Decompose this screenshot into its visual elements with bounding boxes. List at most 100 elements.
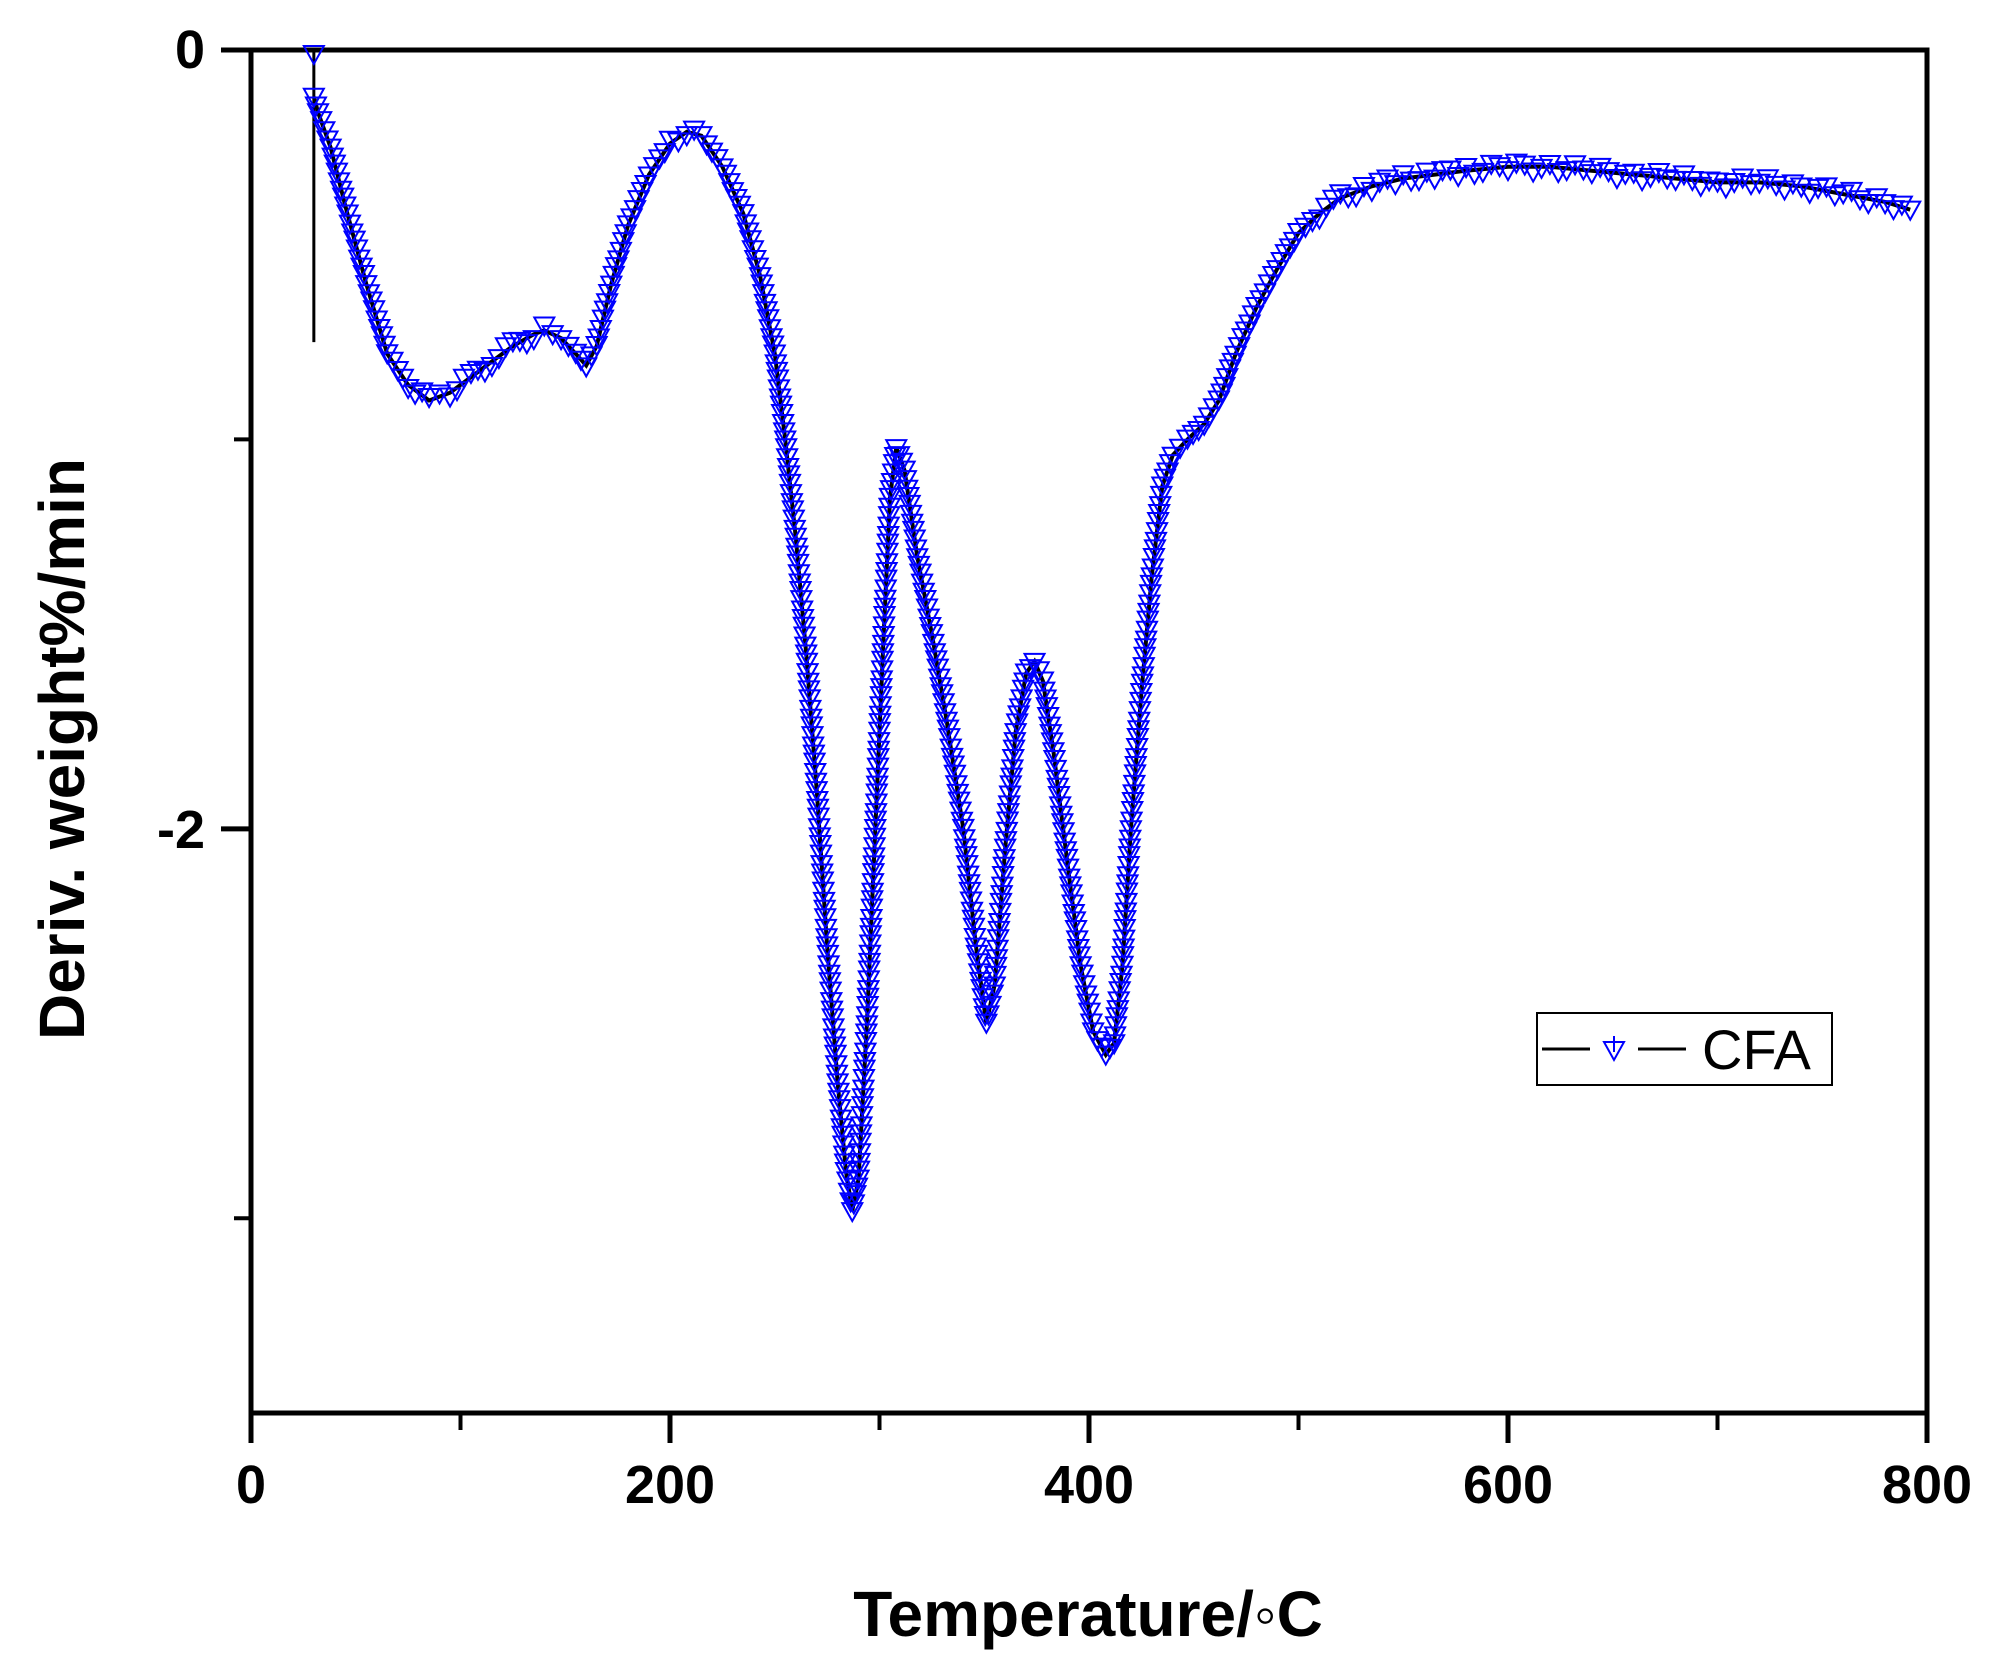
down-triangle-marker-icon: [877, 516, 901, 538]
down-triangle-marker-icon: [352, 265, 376, 287]
down-triangle-marker-icon: [1057, 868, 1081, 890]
down-triangle-marker-icon: [879, 480, 903, 502]
down-triangle-marker-icon: [1438, 160, 1463, 182]
down-triangle-marker-icon: [1375, 169, 1400, 191]
down-triangle-marker-icon: [1005, 713, 1029, 735]
down-triangle-marker-icon: [940, 747, 964, 769]
x-tick-label-600: 600: [1463, 1455, 1553, 1515]
down-triangle-marker-icon: [905, 548, 929, 570]
down-triangle-marker-icon: [1141, 558, 1165, 580]
legend: CFA: [1536, 1012, 1833, 1086]
down-triangle-marker-icon: [1554, 161, 1579, 183]
down-triangle-marker-icon: [1781, 174, 1805, 196]
down-triangle-marker-icon: [851, 1079, 876, 1101]
down-triangle-marker-icon: [988, 902, 1013, 924]
down-triangle-marker-icon: [867, 732, 891, 754]
down-triangle-marker-icon: [820, 1000, 844, 1022]
down-triangle-marker-icon: [964, 937, 988, 959]
down-triangle-marker-icon: [1122, 774, 1147, 796]
down-triangle-marker-icon: [1049, 805, 1073, 827]
down-triangle-marker-icon: [849, 1116, 874, 1138]
down-triangle-marker-icon: [915, 598, 939, 620]
cfa-markers: [302, 45, 1922, 1224]
down-triangle-marker-icon: [1144, 531, 1168, 553]
down-triangle-marker-icon: [811, 881, 836, 903]
down-triangle-marker-icon: [1407, 171, 1431, 193]
down-triangle-marker-icon: [1143, 539, 1167, 561]
down-triangle-marker-icon: [957, 874, 981, 896]
down-triangle-marker-icon: [1003, 732, 1027, 754]
down-triangle-marker-icon: [1446, 166, 1470, 189]
down-triangle-marker-icon: [1580, 164, 1604, 186]
down-triangle-marker-icon: [802, 752, 827, 774]
down-triangle-marker-icon: [1697, 171, 1721, 193]
down-triangle-marker-icon: [764, 354, 788, 376]
down-triangle-marker-icon: [870, 670, 894, 692]
x-tick-label-800: 800: [1882, 1455, 1972, 1515]
down-triangle-marker-icon: [1118, 838, 1142, 860]
down-triangle-marker-icon: [1689, 176, 1713, 198]
down-triangle-marker-icon: [918, 617, 942, 639]
down-triangle-marker-icon: [329, 180, 353, 202]
down-triangle-marker-icon: [822, 1028, 846, 1050]
down-triangle-marker-icon: [1714, 178, 1738, 200]
down-triangle-marker-icon: [1116, 866, 1140, 888]
legend-marker-icon: [1602, 1036, 1626, 1063]
down-triangle-marker-icon: [849, 1124, 873, 1146]
down-triangle-marker-icon: [812, 891, 836, 913]
down-triangle-marker-icon: [614, 224, 638, 246]
down-triangle-marker-icon: [1043, 759, 1068, 781]
down-triangle-marker-icon: [1014, 663, 1038, 685]
down-triangle-marker-icon: [926, 658, 950, 680]
down-triangle-marker-icon: [859, 917, 883, 939]
down-triangle-marker-icon: [1186, 420, 1211, 443]
down-triangle-marker-icon: [1012, 672, 1037, 694]
down-triangle-marker-icon: [306, 103, 330, 125]
down-triangle-marker-icon: [1756, 169, 1780, 191]
down-triangle-marker-icon: [1487, 157, 1512, 179]
down-triangle-marker-icon: [1150, 476, 1175, 498]
down-triangle-marker-icon: [995, 821, 1019, 843]
down-triangle-marker-icon: [786, 553, 810, 575]
down-triangle-marker-icon: [694, 135, 719, 157]
down-triangle-marker-icon: [595, 293, 619, 315]
down-triangle-marker-icon: [1563, 155, 1587, 177]
down-triangle-marker-icon: [1772, 180, 1797, 202]
down-triangle-marker-icon: [791, 609, 815, 631]
down-triangle-marker-icon: [990, 876, 1015, 898]
down-triangle-marker-icon: [813, 908, 837, 930]
down-triangle-marker-icon: [1066, 939, 1091, 961]
down-triangle-marker-icon: [912, 582, 936, 604]
down-triangle-marker-icon: [1140, 567, 1164, 589]
down-triangle-marker-icon: [872, 616, 896, 638]
y-tick-label-0: 0: [175, 20, 205, 80]
down-triangle-marker-icon: [340, 223, 364, 245]
down-triangle-marker-icon: [445, 381, 469, 403]
down-triangle-marker-icon: [788, 573, 812, 595]
down-triangle-marker-icon: [877, 497, 902, 519]
down-triangle-marker-icon: [873, 589, 898, 611]
down-triangle-marker-icon: [1131, 666, 1155, 688]
down-triangle-marker-icon: [992, 849, 1017, 871]
down-triangle-marker-icon: [736, 222, 760, 244]
down-triangle-marker-icon: [1031, 671, 1055, 693]
down-triangle-marker-icon: [1119, 811, 1144, 833]
down-triangle-marker-icon: [789, 590, 814, 612]
down-triangle-marker-icon: [427, 384, 452, 406]
down-triangle-marker-icon: [564, 343, 588, 365]
down-triangle-marker-icon: [817, 964, 841, 986]
down-triangle-marker-icon: [1391, 165, 1415, 187]
down-triangle-marker-icon: [1344, 187, 1368, 209]
down-triangle-marker-icon: [1212, 376, 1237, 398]
down-triangle-marker-icon: [748, 267, 772, 289]
down-triangle-marker-icon: [1056, 858, 1080, 880]
down-triangle-marker-icon: [647, 149, 672, 171]
down-triangle-marker-icon: [1070, 964, 1095, 986]
down-triangle-marker-icon: [700, 142, 724, 164]
down-triangle-marker-icon: [864, 803, 888, 825]
down-triangle-marker-icon: [362, 300, 386, 322]
down-triangle-marker-icon: [823, 1044, 848, 1066]
legend-label-cfa: CFA: [1702, 1018, 1812, 1081]
down-triangle-marker-icon: [1383, 175, 1408, 197]
